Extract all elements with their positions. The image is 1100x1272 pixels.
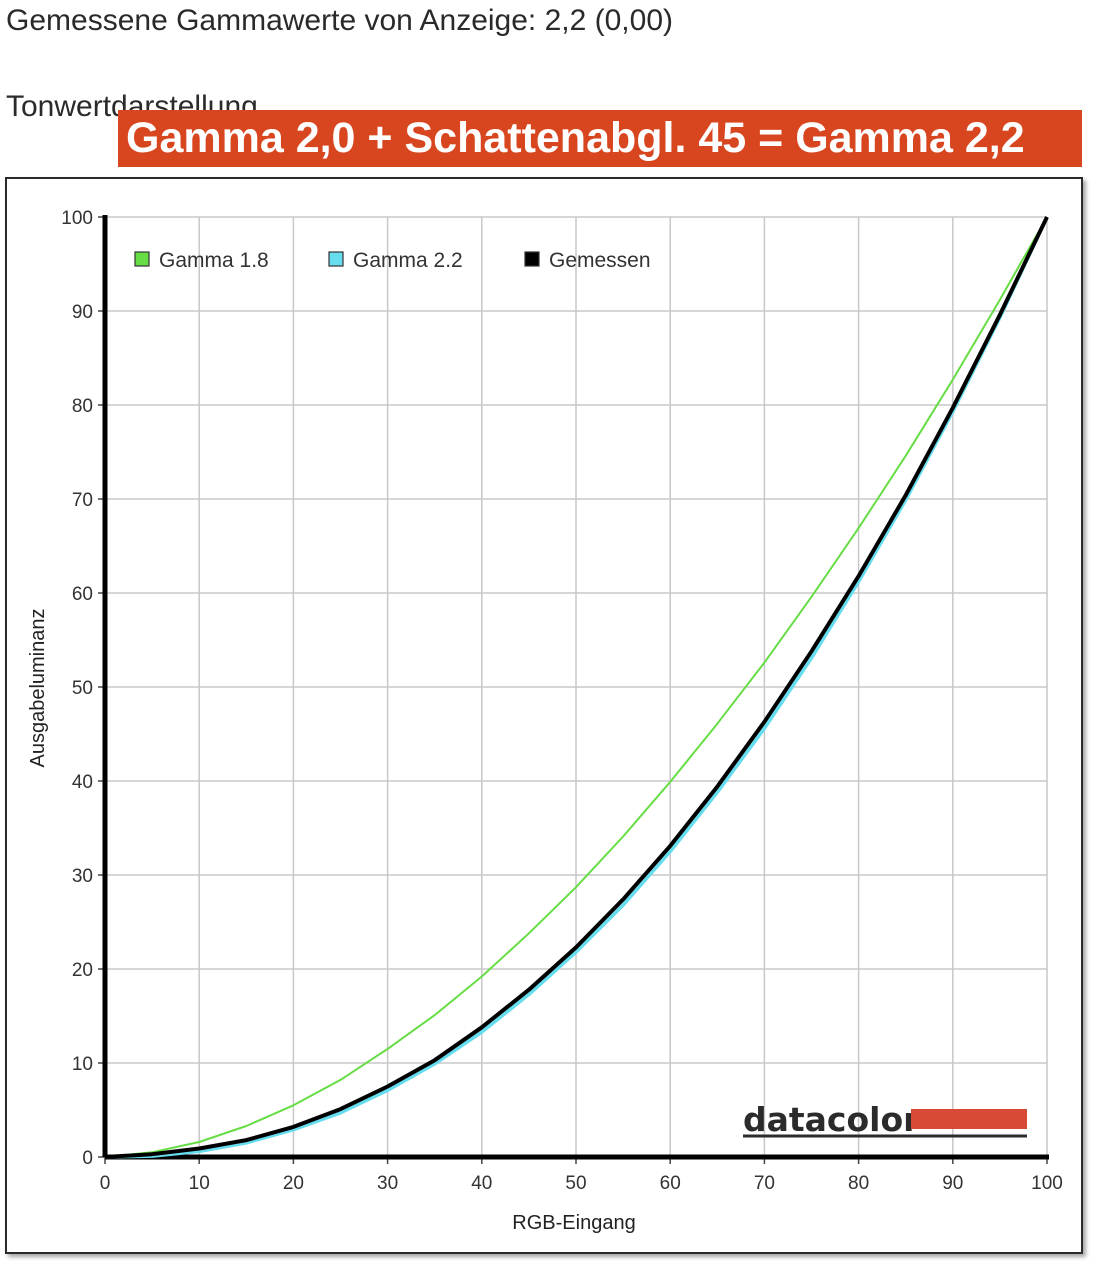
y-tick-label: 0	[82, 1148, 93, 1169]
x-tick-label: 40	[471, 1173, 492, 1194]
y-tick-label: 40	[72, 772, 93, 793]
grid	[104, 216, 1048, 1158]
datacolor-logo: datacolor	[743, 1100, 1027, 1139]
x-tick-label: 0	[100, 1173, 111, 1194]
y-tick-label: 10	[72, 1054, 93, 1075]
y-tick-label: 60	[72, 584, 93, 605]
y-tick-label: 70	[72, 490, 93, 511]
y-tick-label: 20	[72, 960, 93, 981]
chart-frame: 0 10 20 30 40 50 60 70 80 90 100 0 10 20 30 40 50 60 70 80 9…	[5, 177, 1083, 1254]
x-tick-label: 30	[377, 1173, 398, 1194]
x-tick-label: 70	[754, 1173, 775, 1194]
y-tick-label: 100	[61, 208, 93, 229]
legend-swatch	[134, 251, 150, 267]
measured-gamma-text: Gemessene Gammawerte von Anzeige: 2,2 (0…	[6, 4, 674, 37]
x-axis-title: RGB-Eingang	[512, 1212, 635, 1234]
legend-label: Gamma 2.2	[353, 249, 463, 272]
x-tick-label: 100	[1031, 1173, 1063, 1194]
y-tick-label: 50	[72, 678, 93, 699]
overlay-banner: Gamma 2,0 + Schattenabgl. 45 = Gamma 2,2	[118, 110, 1082, 167]
logo-text: datacolor	[743, 1100, 920, 1139]
y-tick-label: 90	[72, 302, 93, 323]
series-line	[104, 216, 1049, 1159]
x-tick-label: 60	[660, 1173, 681, 1194]
logo-bar	[911, 1109, 1027, 1129]
legend-label: Gamma 1.8	[159, 249, 269, 272]
x-tick-label: 20	[283, 1173, 304, 1194]
x-tick-label: 90	[942, 1173, 963, 1194]
y-tick-label: 80	[72, 396, 93, 417]
tone-response-chart: 0 10 20 30 40 50 60 70 80 90 100 0 10 20 30 40 50 60 70 80 9…	[27, 208, 1063, 1234]
x-tick-label: 50	[565, 1173, 586, 1194]
x-tick-label: 10	[189, 1173, 210, 1194]
x-tick-label: 80	[848, 1173, 869, 1194]
legend-swatch	[524, 251, 540, 267]
series-line	[104, 216, 1049, 1159]
legend: Gamma 1.8 Gamma 2.2 Gemessen	[134, 249, 651, 272]
series-line	[104, 216, 1048, 1158]
axes: 0 10 20 30 40 50 60 70 80 90 100 0 10 20 30 40 50 60 70 80 9…	[61, 208, 1063, 1194]
y-axis-title: Ausgabeluminanz	[27, 609, 49, 768]
series-lines	[104, 216, 1049, 1159]
legend-label: Gemessen	[549, 249, 651, 272]
legend-swatch	[328, 251, 344, 267]
y-tick-label: 30	[72, 866, 93, 887]
